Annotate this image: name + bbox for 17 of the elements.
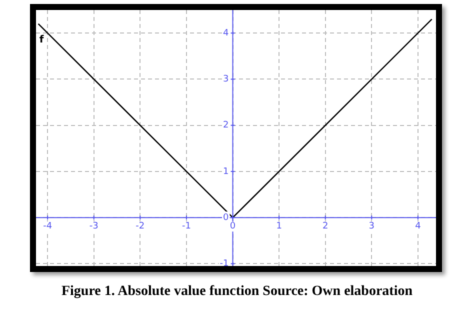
x-tick-label: 2 <box>322 221 328 232</box>
y-tick-label: 4 <box>223 28 230 38</box>
text: Figure 1. Absolute value function Source: Own elaboration <box>60 284 414 300</box>
y-tick-label: 1 <box>223 166 229 177</box>
x-tick-label: -4 <box>43 221 52 232</box>
x-tick-label: -2 <box>136 221 145 232</box>
y-tick-label: 2 <box>223 120 229 131</box>
x-tick-label: -1 <box>182 221 191 232</box>
x-tick-label: 1 <box>276 221 282 232</box>
x-tick-label: 4 <box>415 221 422 232</box>
y-tick-label: 0 <box>223 212 230 223</box>
series-label: f <box>39 34 44 46</box>
y-tick-label: 3 <box>223 74 229 85</box>
x-tick-label: -3 <box>89 221 98 232</box>
x-tick-label: 0 <box>230 221 236 232</box>
x-tick-label: 3 <box>368 221 375 232</box>
y-tick-label: -1 <box>220 259 229 270</box>
